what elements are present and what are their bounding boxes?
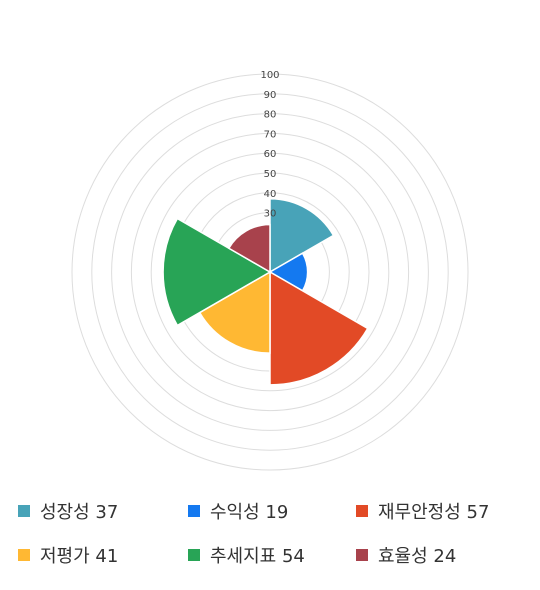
tick-label-4: 60 <box>264 149 277 160</box>
radial-tick-labels: 100 90 80 70 60 50 40 30 <box>260 70 279 220</box>
legend-label-2: 재무안정성 57 <box>378 502 490 523</box>
legend-label-0: 성장성 37 <box>40 502 119 523</box>
legend-label-4: 추세지표 54 <box>210 546 305 567</box>
grid-ring-4 <box>150 152 390 392</box>
sector-2[interactable] <box>269 270 369 386</box>
legend-item-0[interactable]: 성장성 37 <box>18 498 118 524</box>
legend-item-1[interactable]: 수익성 19 <box>188 498 288 524</box>
legend-swatch-1 <box>188 505 200 517</box>
tick-label-0: 100 <box>260 70 279 81</box>
legend-label-3: 저평가 41 <box>40 546 119 567</box>
grid-ring-3 <box>130 132 410 412</box>
sector-4[interactable] <box>162 217 272 327</box>
legend-label-1: 수익성 19 <box>210 502 289 523</box>
legend-swatch-5 <box>356 549 368 561</box>
legend-label-5: 효율성 24 <box>378 546 457 567</box>
sector-0[interactable] <box>269 197 335 274</box>
tick-label-1: 90 <box>264 90 277 101</box>
tick-label-3: 70 <box>264 129 277 140</box>
legend-swatch-2 <box>356 505 368 517</box>
tick-label-6: 40 <box>264 189 277 200</box>
tick-label-7: 30 <box>264 209 277 220</box>
grid-ring-1 <box>91 93 449 451</box>
legend-swatch-3 <box>18 549 30 561</box>
tick-label-5: 50 <box>264 169 277 180</box>
sector-5[interactable] <box>227 223 271 274</box>
legend-swatch-4 <box>188 549 200 561</box>
legend-item-4[interactable]: 추세지표 54 <box>188 542 305 568</box>
chart-sectors <box>162 197 369 386</box>
sector-3[interactable] <box>198 270 271 354</box>
legend-item-5[interactable]: 효율성 24 <box>356 542 456 568</box>
polar-area-chart: 100 90 80 70 60 50 40 30 <box>71 70 469 471</box>
grid-ring-2 <box>111 113 429 431</box>
legend-item-2[interactable]: 재무안정성 57 <box>356 498 489 524</box>
legend-item-3[interactable]: 저평가 41 <box>18 542 118 568</box>
grid-ring-0 <box>71 73 469 471</box>
legend-swatch-0 <box>18 505 30 517</box>
tick-label-2: 80 <box>264 110 277 121</box>
